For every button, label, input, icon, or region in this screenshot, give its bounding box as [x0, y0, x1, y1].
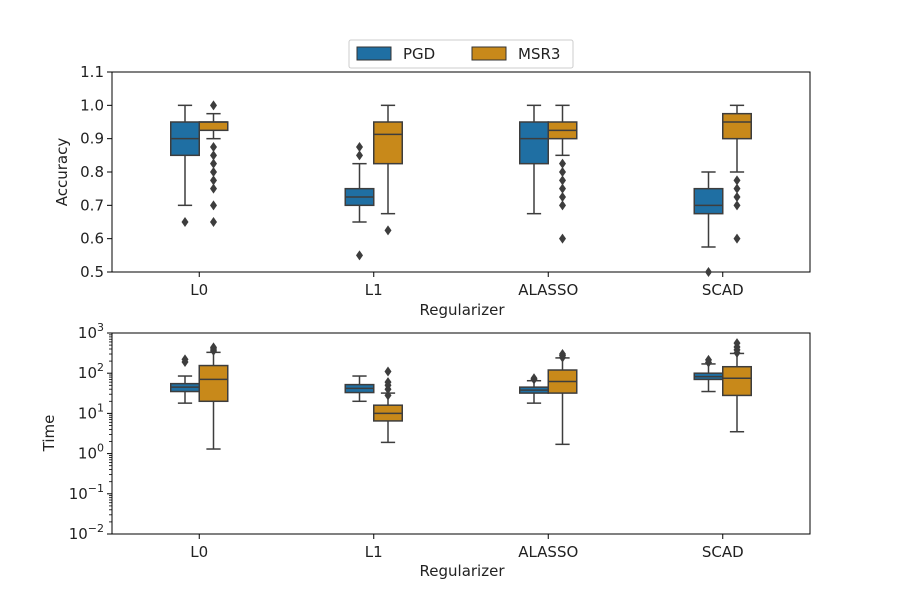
time-pgd-alasso-box-group [519, 373, 549, 404]
time-pgd-l0-outlier [181, 354, 189, 365]
accuracy-y-tick-label: 0.5 [80, 263, 104, 281]
time-msr3-l1-outlier [384, 390, 392, 401]
accuracy-msr3-alasso-outlier [559, 233, 566, 244]
accuracy-msr3-l0-outlier [210, 150, 217, 161]
time-pgd-alasso-outlier [530, 373, 538, 384]
accuracy-y-tick-label: 0.6 [80, 230, 104, 248]
accuracy-msr3-l1-box [373, 121, 403, 165]
accuracy-pgd-alasso-box-group [519, 104, 549, 215]
time-msr3-alasso-outlier [559, 349, 566, 360]
accuracy-msr3-l1-outlier [384, 225, 392, 236]
accuracy-msr3-l0-outlier [210, 175, 217, 186]
accuracy-msr3-l0-outlier [210, 167, 217, 177]
time-msr3-scad-box [722, 365, 752, 397]
legend-swatch-msr3 [471, 46, 507, 61]
accuracy-msr3-alasso-outlier [559, 183, 566, 194]
accuracy-pgd-l1-outlier [356, 250, 363, 261]
accuracy-msr3-scad-box [722, 112, 752, 140]
time-subplot: Time Regularizer 10−2 10−1 100 101 102 103 L0 L… [40, 321, 811, 580]
accuracy-msr3-scad-outlier [733, 175, 741, 186]
time-axes-frame [111, 332, 811, 535]
legend: PGD MSR3 [348, 39, 574, 69]
accuracy-y-tick-label: 0.8 [80, 163, 104, 181]
legend-frame [348, 39, 574, 69]
accuracy-msr3-alasso-outlier [559, 200, 566, 211]
time-y-tick-label: 100 [78, 442, 104, 463]
time-y-axis-label: Time [40, 415, 58, 453]
time-msr3-scad-box-group [722, 338, 752, 433]
time-msr3-l0-outlier [210, 342, 217, 353]
accuracy-msr3-alasso-box-group [547, 104, 578, 244]
time-y-tick-label: 103 [78, 321, 104, 342]
accuracy-msr3-l0-outlier [210, 217, 217, 227]
accuracy-pgd-scad-box-group [693, 171, 724, 277]
time-x-tick-label-l0: L0 [190, 543, 208, 561]
time-msr3-l1-outlier [384, 377, 392, 388]
accuracy-pgd-l1-box-group [344, 142, 375, 261]
accuracy-y-axis-label: Accuracy [53, 138, 71, 207]
time-msr3-l1-outlier [384, 366, 392, 377]
legend-label-msr3: MSR3 [518, 45, 560, 63]
accuracy-y-tick-label: 1.1 [80, 63, 104, 81]
time-pgd-scad-outlier [705, 354, 712, 365]
time-y-tick-label: 102 [78, 361, 104, 382]
time-msr3-l0-box-group [198, 342, 229, 450]
time-msr3-l0-box [198, 364, 229, 403]
accuracy-msr3-l0-outlier [210, 100, 217, 111]
accuracy-x-axis-label: Regularizer [420, 301, 506, 319]
accuracy-pgd-alasso-box [519, 121, 549, 165]
time-msr3-alasso-box-group [547, 349, 578, 446]
accuracy-x-tick-label-l0: L0 [190, 281, 208, 299]
time-pgd-scad-box-group [693, 354, 724, 393]
accuracy-msr3-l0-outlier [210, 142, 217, 152]
accuracy-subplot: Accuracy Regularizer 0.5 0.6 0.7 0.8 0.9 1.0 1… [53, 63, 811, 319]
accuracy-msr3-alasso-outlier [559, 175, 566, 186]
time-msr3-scad-outlier [733, 338, 741, 349]
accuracy-msr3-scad-outlier [733, 183, 741, 194]
accuracy-msr3-l0-outlier [210, 200, 217, 211]
accuracy-pgd-scad-outlier [705, 267, 712, 277]
accuracy-msr3-scad-box-group [722, 104, 752, 244]
accuracy-pgd-l0-box-group [170, 104, 200, 227]
accuracy-y-tick-label: 1.0 [80, 96, 104, 114]
accuracy-msr3-l0-outlier [210, 183, 217, 194]
time-pgd-l0-box-group [170, 354, 200, 404]
accuracy-pgd-scad-box [693, 187, 724, 215]
time-x-tick-label-scad: SCAD [702, 543, 744, 561]
time-x-tick-label-l1: L1 [365, 543, 383, 561]
time-y-tick-label: 10−2 [69, 522, 104, 543]
time-msr3-l1-box-group [373, 366, 403, 444]
accuracy-msr3-alasso-outlier [559, 167, 566, 177]
accuracy-msr3-l0-box [198, 121, 229, 132]
accuracy-msr3-l0-outlier [210, 158, 217, 169]
time-x-tick-label-alasso: ALASSO [518, 543, 578, 561]
accuracy-x-tick-label-l1: L1 [365, 281, 383, 299]
accuracy-y-tick-label: 0.9 [80, 130, 104, 148]
accuracy-msr3-l0-box-group [198, 100, 229, 227]
accuracy-msr3-alasso-outlier [559, 158, 566, 169]
time-pgd-l1-box-group [344, 375, 375, 403]
accuracy-msr3-scad-outlier [733, 233, 741, 244]
accuracy-x-tick-label-alasso: ALASSO [518, 281, 578, 299]
accuracy-pgd-l0-outlier [181, 217, 189, 227]
time-y-tick-label: 101 [78, 401, 104, 422]
accuracy-x-tick-label-scad: SCAD [702, 281, 744, 299]
accuracy-msr3-scad-outlier [733, 192, 741, 202]
legend-label-pgd: PGD [403, 45, 435, 63]
time-y-tick-label: 10−1 [69, 482, 104, 503]
accuracy-y-tick-label: 0.7 [80, 196, 104, 214]
accuracy-msr3-alasso-outlier [559, 192, 566, 202]
legend-swatch-pgd [356, 46, 392, 61]
accuracy-msr3-scad-outlier [733, 200, 741, 211]
time-x-axis-label: Regularizer [420, 562, 506, 580]
accuracy-msr3-l1-box-group [373, 104, 403, 236]
accuracy-pgd-l1-outlier [356, 150, 363, 161]
accuracy-pgd-l1-outlier [356, 142, 363, 152]
